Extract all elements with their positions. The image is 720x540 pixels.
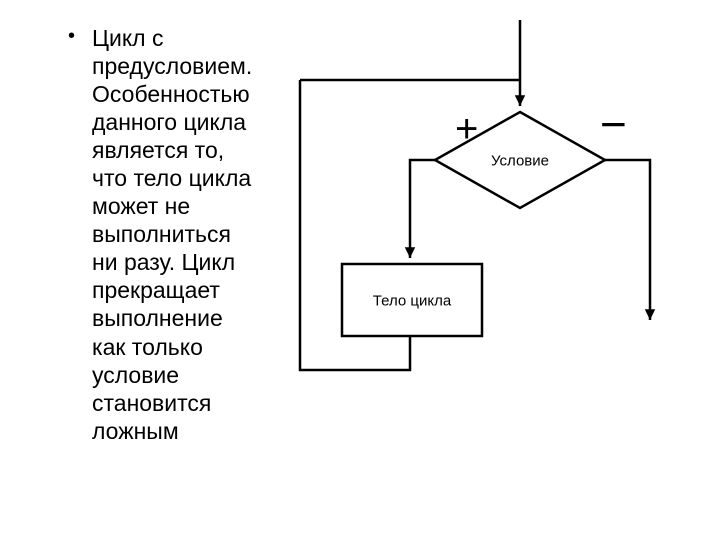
slide: • Цикл с предусловием. Особенностью данн…	[0, 0, 720, 540]
arrowhead-icon	[645, 309, 655, 320]
arrowhead-icon	[405, 247, 415, 258]
bullet-marker: •	[68, 24, 75, 48]
minus-sign: −	[600, 98, 627, 150]
plus-sign: +	[455, 107, 478, 151]
condition-label: Условие	[491, 152, 549, 169]
edge-false_exit	[605, 160, 650, 320]
body-label: Тело цикла	[373, 292, 452, 309]
flowchart: Условие Тело цикла + −	[280, 20, 700, 420]
arrowhead-icon	[515, 95, 525, 106]
bullet-item: • Цикл с предусловием. Особенностью данн…	[50, 24, 260, 445]
edge-true_down	[410, 160, 435, 258]
bullet-text: Цикл с предусловием. Особенностью данног…	[92, 24, 260, 445]
